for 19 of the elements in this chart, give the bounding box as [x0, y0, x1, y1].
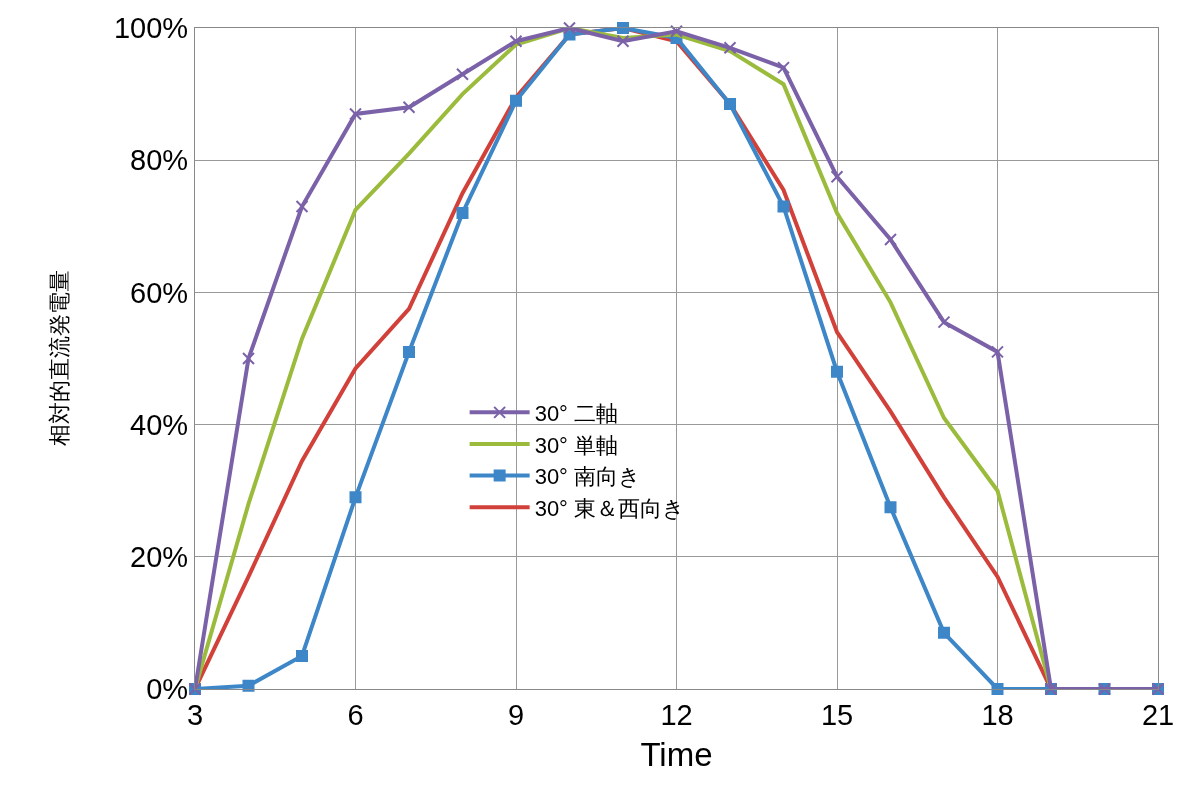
y-tick-label: 0%: [146, 673, 189, 706]
x-tick-label: 15: [820, 698, 854, 731]
y-tick-label: 100%: [113, 12, 189, 45]
x-tick-label: 21: [1141, 698, 1175, 731]
x-tick-label: 6: [347, 698, 364, 731]
legend-label: 30° 南向き: [534, 464, 642, 490]
x-tick-label: 3: [186, 698, 204, 731]
legend-label: 30° 二軸: [534, 400, 619, 426]
y-tick-label: 20%: [130, 540, 189, 573]
x-tick-label: 9: [507, 698, 525, 731]
x-tick-label: 12: [660, 698, 693, 731]
x-tick-label: 18: [981, 698, 1014, 731]
legend-label: 30° 東＆西向き: [534, 495, 686, 521]
y-tick-label: 60%: [130, 276, 189, 309]
y-tick-label: 40%: [130, 408, 189, 441]
y-axis-title: 相対的直流発電量: [46, 270, 72, 447]
legend-label: 30° 単軸: [534, 432, 619, 458]
y-tick-label: 80%: [130, 144, 189, 177]
x-axis-title: Time: [640, 735, 713, 773]
